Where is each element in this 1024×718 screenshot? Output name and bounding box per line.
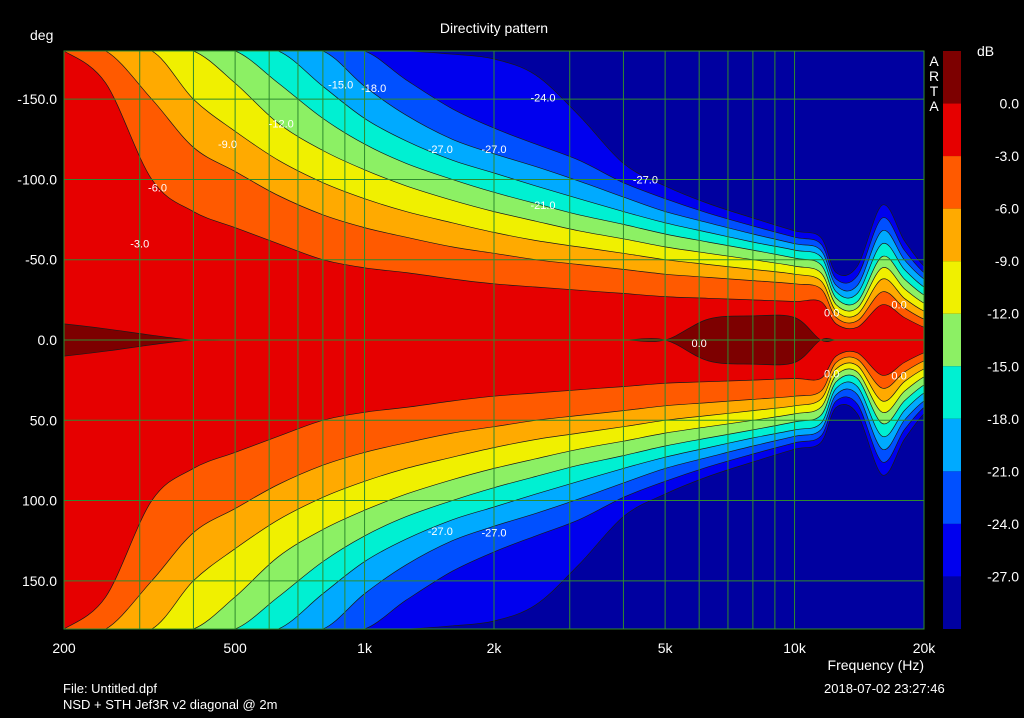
x-tick-label: 2k [487,640,503,656]
y-tick-label: -100.0 [17,171,57,187]
contour-label: -6.0 [148,182,167,194]
contour-label: -12.0 [269,118,294,130]
colorbar-swatch [943,313,961,367]
chart-title: Directivity pattern [440,20,548,36]
y-tick-label: 100.0 [22,493,57,509]
colorbar: 0.0 -3.0 -6.0 -9.0 -12.0 -15.0 -18.0 -21.0 -24.0… [943,51,1019,629]
x-tick-label: 20k [913,640,937,656]
colorbar-label: -24.0 [987,516,1019,532]
contour-label: -21.0 [530,200,555,212]
x-tick-label: 500 [223,640,247,656]
x-tick-label: 10k [783,640,807,656]
colorbar-label: -21.0 [987,463,1019,479]
contour-label: -18.0 [361,83,386,95]
x-axis-label: Frequency (Hz) [828,657,924,673]
contour-label: 0.0 [891,300,906,312]
colorbar-unit: dB [977,43,994,59]
y-tick-label: 50.0 [30,412,57,428]
grid [63,50,925,630]
colorbar-swatch [943,366,961,419]
contour-label: -9.0 [218,139,237,151]
contour-label: -27.0 [481,528,506,540]
colorbar-label: -18.0 [987,411,1019,427]
x-tick-label: 1k [357,640,373,656]
y-tick-label: 150.0 [22,573,57,589]
y-tick-label: 0.0 [38,332,58,348]
y-tick-label: -50.0 [25,252,57,268]
file-name: File: Untitled.dpf [63,681,157,696]
contour-label: 0.0 [692,338,707,350]
colorbar-swatch [943,208,961,262]
y-axis-ticks: -150.0 -100.0 -50.0 0.0 50.0 100.0 150.0 [17,91,57,589]
colorbar-swatch [943,261,961,314]
brand-letter: R [929,68,939,84]
contour-label: 0.0 [891,370,906,382]
timestamp: 2018-07-02 23:27:46 [824,681,945,696]
colorbar-swatch [943,471,961,524]
brand-letter: A [929,98,939,114]
colorbar-swatch [943,156,961,209]
brand-letter: T [930,83,939,99]
plot-frame [63,50,925,630]
contour-label: -15.0 [328,80,353,92]
colorbar-swatch [943,103,961,157]
colorbar-label: -12.0 [987,306,1019,322]
contour-label: -27.0 [428,144,453,156]
x-tick-label: 5k [658,640,674,656]
colorbar-swatch [943,51,961,104]
colorbar-swatch [943,418,961,472]
colorbar-swatch [943,523,961,577]
y-axis-label: deg [30,27,53,43]
colorbar-label: -15.0 [987,358,1019,374]
measurement-description: NSD + STH Jef3R v2 diagonal @ 2m [63,697,278,712]
colorbar-label: 0.0 [1000,96,1020,112]
contour-label: -27.0 [633,174,658,186]
contour-label: 0.0 [824,369,839,381]
contour-label: -24.0 [530,93,555,105]
contour-labels: 0.0 0.0 0.0 0.0 0.0 -3.0 -6.0 -9.0 -12.0 -15.0 -18… [130,80,906,540]
x-axis-ticks: 200 500 1k 2k 5k 10k 20k [52,640,936,656]
colorbar-label: -9.0 [995,253,1019,269]
contour-label: 0.0 [824,308,839,320]
colorbar-label: -6.0 [995,201,1019,217]
brand-letter: A [929,53,939,69]
y-tick-label: -150.0 [17,91,57,107]
colorbar-label: -27.0 [987,568,1019,584]
colorbar-label: -3.0 [995,148,1019,164]
contour-label: -27.0 [428,526,453,538]
contour-label: -27.0 [481,144,506,156]
contour-label: -3.0 [130,239,149,251]
x-tick-label: 200 [52,640,76,656]
colorbar-swatch [943,576,961,629]
